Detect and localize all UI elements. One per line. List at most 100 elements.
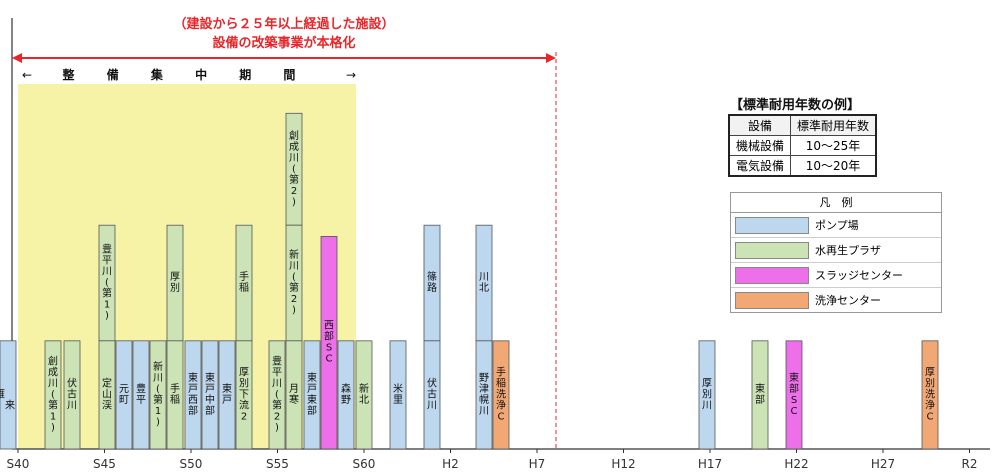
facility-label: 伏古川: [427, 376, 437, 411]
facility-label: 東雁来: [0, 376, 15, 411]
facility-label: 厚別洗浄 C: [925, 366, 935, 422]
facility-label: 川北: [479, 272, 489, 294]
x-tick-label: H2: [442, 457, 459, 471]
x-tick-label: H27: [871, 457, 895, 471]
x-tick-label: S40: [7, 457, 30, 471]
facility-bar: [201, 340, 219, 450]
facility-label: 篠路: [427, 270, 437, 294]
x-tick-label: H17: [698, 457, 722, 471]
legend-label: ポンプ場: [815, 219, 859, 232]
x-tick-label: H22: [784, 457, 808, 471]
facility-bar: [44, 340, 62, 450]
legend-swatch: [735, 292, 809, 309]
facility-bar: [698, 340, 716, 450]
legend-label: 洗浄センター: [815, 294, 881, 307]
x-tick-label: R2: [962, 457, 978, 471]
facility-label: 手稲: [239, 270, 249, 294]
x-tick-label: S55: [266, 457, 289, 471]
period-arrow-right: →: [346, 68, 356, 82]
facility-bar: [337, 340, 355, 450]
facility-bar: [184, 340, 202, 450]
reference-table: 設備 標準耐用年数 機械設備 10～25年 電気設備 10～20年: [728, 114, 878, 177]
ref-cell: 電気設備: [728, 155, 792, 177]
facility-bar: [303, 340, 321, 450]
legend-swatch: [735, 267, 809, 284]
facility-label: 森野: [341, 382, 351, 406]
x-tick-label: S50: [180, 457, 203, 471]
x-tick-label: S60: [353, 457, 376, 471]
facility-bar: [492, 340, 510, 450]
annotation-title: （建設から２５年以上経過した施設）: [173, 16, 394, 32]
facility-label: 豊平川(第 1): [102, 243, 112, 322]
legend-item: 洗浄センター: [731, 288, 941, 312]
facility-label: 新川(第 2): [289, 248, 299, 316]
facility-label: 厚別川: [702, 377, 712, 411]
legend-swatch: [735, 217, 809, 234]
facility-bar: [132, 340, 150, 450]
reference-table-title: 【標準耐用年数の例】: [730, 98, 861, 113]
facility-bar: [149, 340, 167, 450]
facility-label: 定山渓: [102, 376, 112, 411]
facility-label: 手稲洗浄 C: [496, 365, 506, 422]
facility-bar: [285, 340, 303, 450]
arrow-head-right: [546, 53, 556, 63]
facility-bar: [115, 340, 133, 450]
facility-label: 東戸西部: [188, 371, 198, 417]
facility-bar: [268, 340, 286, 450]
x-tick-label: H12: [611, 457, 635, 471]
period-label: 整 備 集 中 期 間: [62, 67, 310, 82]
facility-bar: [921, 340, 939, 450]
period-arrow-left: ←: [22, 68, 32, 82]
ref-header-equipment: 設備: [728, 114, 792, 136]
facility-label: 創成川(第 2): [289, 130, 299, 208]
facility-label: 東戸東部: [307, 371, 317, 417]
legend-title: 凡 例: [731, 193, 941, 213]
legend-label: スラッジセンター: [815, 269, 903, 282]
facility-label: 月寒: [289, 383, 299, 406]
legend-label: 水再生プラザ: [815, 244, 881, 257]
facility-bar: [389, 340, 407, 450]
facility-label: 伏古川: [67, 376, 77, 411]
facility-bar: [320, 235, 338, 450]
facility-label: 厚別下流 2: [239, 366, 249, 422]
facility-label: 米里: [393, 382, 403, 406]
facility-bar: [166, 340, 184, 450]
x-tick-label: S45: [93, 457, 116, 471]
facility-label: 豊平川(第 2): [272, 354, 282, 433]
legend-swatch: [735, 242, 809, 259]
legend-item: 水再生プラザ: [731, 238, 941, 263]
facility-label: 東部: [755, 382, 765, 406]
ref-cell: 10～20年: [790, 155, 877, 177]
arrow-head-left: [12, 53, 22, 63]
facility-bar: [423, 340, 441, 450]
legend: 凡 例 ポンプ場 水再生プラザ スラッジセンター 洗浄センター: [730, 192, 942, 313]
facility-bar: [0, 340, 17, 450]
facility-label: 東戸中部: [205, 371, 215, 417]
facility-bar: [63, 340, 81, 450]
facility-label: 新川(第 1): [153, 360, 163, 428]
facility-label: 東戸: [222, 382, 232, 406]
facility-label: 新北: [359, 382, 369, 406]
facility-bar: [235, 340, 253, 450]
facility-label: 豊平: [136, 382, 146, 406]
x-tick-label: H7: [529, 457, 546, 471]
facility-bar: [218, 340, 236, 450]
facility-label: 東部 S C: [789, 371, 799, 417]
facility-bar: [355, 340, 373, 450]
ref-cell: 機械設備: [728, 135, 792, 156]
annotation-subtitle: 設備の改築事業が本格化: [212, 35, 355, 51]
facility-label: 厚別: [170, 271, 180, 294]
facility-label: 手稲: [170, 382, 180, 406]
facility-label: 野津幌川: [479, 372, 489, 417]
legend-item: ポンプ場: [731, 213, 941, 238]
facility-bar: [751, 340, 769, 450]
facility-label: 元町: [119, 384, 129, 406]
facility-label: 創成川(第 1): [48, 355, 58, 433]
legend-item: スラッジセンター: [731, 263, 941, 288]
ref-header-lifespan: 標準耐用年数: [790, 114, 877, 136]
ref-cell: 10～25年: [790, 135, 877, 156]
facility-bar: [785, 340, 803, 450]
facility-label: 西部 S C: [324, 321, 334, 365]
facility-bar: [98, 340, 116, 450]
